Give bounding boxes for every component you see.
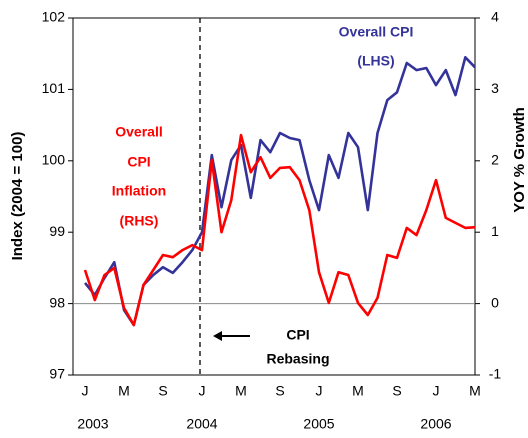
x-tick-label: J [82,383,89,399]
annotation: (LHS) [357,53,394,69]
year-label: 2005 [303,416,334,432]
annotation: Inflation [112,183,166,199]
x-tick-label: S [158,383,167,399]
annotation: CPI [127,154,150,170]
annotation: (RHS) [120,213,159,229]
y2-tick-label: 1 [491,223,499,239]
line-series [83,133,476,327]
y2-tick-label: 4 [491,9,499,25]
y-tick-label: 99 [49,223,65,239]
x-tick-label: S [392,383,401,399]
y-tick-label: 98 [49,294,65,310]
y2-tick-label: -1 [489,366,502,382]
x-tick-label: M [118,383,130,399]
x-tick-label: J [433,383,440,399]
y-tick-label: 100 [42,152,66,168]
y-axis-label: Index (2004 = 100) [9,132,26,261]
y2-tick-label: 3 [491,80,499,96]
annotation: Overall CPI [339,24,414,40]
x-tick-label: M [235,383,247,399]
arrow-head [213,331,222,341]
y-tick-label: 102 [42,9,66,25]
annotation: CPI [286,327,309,343]
y-tick-label: 97 [49,366,65,382]
x-tick-label: M [469,383,481,399]
x-tick-label: S [275,383,284,399]
x-tick-label: J [316,383,323,399]
x-tick-label: M [352,383,364,399]
year-label: 2006 [420,416,451,432]
plot-frame [72,17,476,376]
y-tick-label: 101 [42,80,66,96]
y2-axis-label: YOY % Growth [511,107,528,213]
y2-tick-label: 0 [491,294,499,310]
year-label: 2003 [77,416,108,432]
annotation: Overall [115,124,162,140]
year-label: 2004 [186,416,217,432]
annotation: Rebasing [266,351,329,367]
line-series [83,56,476,327]
x-tick-label: J [199,383,206,399]
y2-tick-label: 2 [491,152,499,168]
